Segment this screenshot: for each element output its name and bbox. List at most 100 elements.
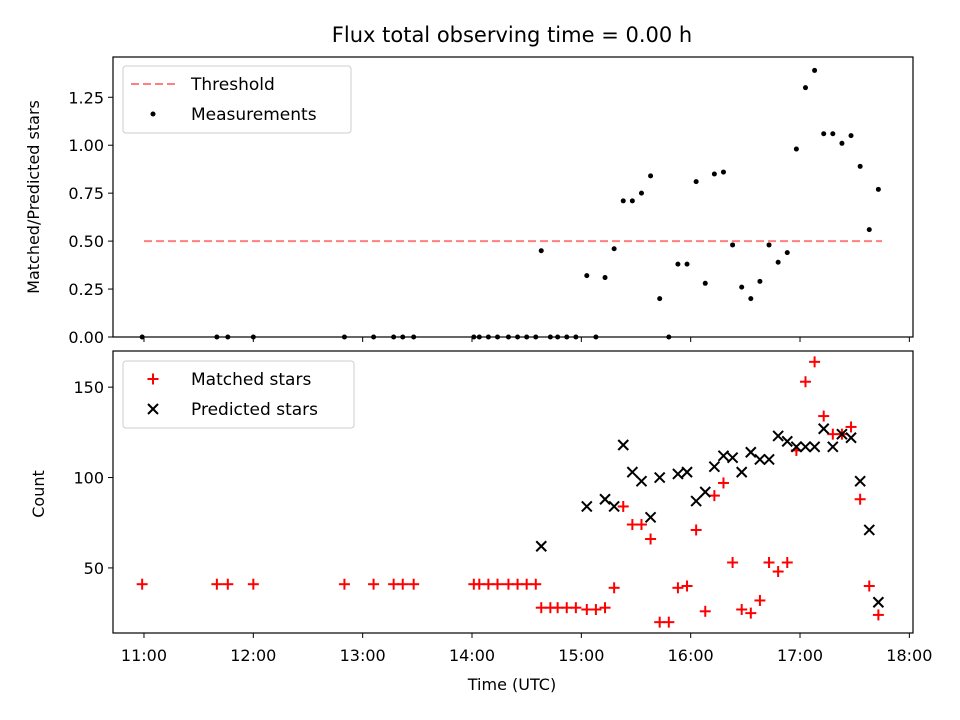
legend-matched-swatch	[147, 373, 159, 385]
predicted-star-point	[854, 475, 866, 487]
measurement-point	[793, 146, 799, 152]
cross-b	[817, 423, 830, 435]
predicted-star-point	[781, 435, 793, 448]
cross-b	[653, 471, 666, 484]
measurement-point	[638, 190, 644, 196]
legend-threshold-label: Threshold	[190, 75, 275, 95]
measurement-point	[602, 275, 608, 281]
top-y-tick-label: 1.00	[68, 136, 104, 155]
matched-star-point	[690, 524, 702, 536]
measurement-point	[620, 198, 626, 204]
measurement-point	[839, 140, 845, 146]
bottom-legend-frame	[122, 360, 355, 429]
measurement-point	[848, 133, 854, 139]
measurement-point	[711, 171, 717, 177]
x-tick-label: 13:00	[340, 646, 386, 665]
top-panel: 0.00 0.25 0.50 0.75 1.00 1.25 Matched/Predict…	[24, 56, 914, 347]
matched-star-point	[599, 602, 611, 614]
predicted-star-point	[708, 460, 721, 473]
measurement-point	[629, 198, 635, 204]
bottom-plot-area	[136, 356, 885, 628]
predicted-star-point	[635, 475, 648, 487]
measurement-point	[775, 259, 781, 265]
matched-star-point	[854, 493, 866, 505]
matched-star-point	[727, 557, 739, 568]
cross-b	[535, 540, 547, 552]
matched-star-point	[781, 557, 793, 568]
bottom-legend: Matched stars Predicted stars	[122, 360, 355, 429]
measurement-point	[538, 248, 544, 254]
matched-star-point	[635, 519, 647, 531]
cross-b	[808, 441, 821, 453]
matched-star-point	[763, 557, 775, 568]
predicted-star-point	[845, 432, 857, 444]
cross-b	[672, 468, 684, 480]
cross-b	[827, 441, 839, 453]
x-axis-label: Time (UTC)	[467, 675, 556, 694]
measurement-point	[812, 67, 818, 73]
bottom-y-axis-label: Count	[29, 470, 48, 518]
measurement-point	[730, 242, 736, 248]
measurement-point	[739, 284, 745, 290]
matched-star-point	[672, 582, 684, 594]
predicted-star-point	[827, 441, 839, 453]
cross-b	[772, 430, 784, 442]
legend-matched-label: Matched stars	[191, 370, 311, 390]
top-y-tick-label: 0.50	[68, 232, 104, 251]
predicted-star-point	[699, 486, 711, 498]
legend-measurements-swatch	[150, 111, 156, 117]
top-y-tick-label: 0.25	[68, 280, 104, 299]
predicted-star-point	[535, 540, 547, 552]
cross-b	[608, 500, 620, 513]
cross-b	[147, 403, 159, 415]
predicted-star-point	[690, 495, 702, 507]
predicted-star-point	[726, 451, 739, 464]
predicted-star-point	[735, 466, 748, 478]
x-tick-label: 16:00	[668, 646, 714, 665]
cross-b	[690, 495, 702, 507]
matched-star-point	[222, 578, 234, 590]
legend-predicted-label: Predicted stars	[191, 400, 318, 420]
x-tick-label: 17:00	[777, 646, 823, 665]
predicted-star-point	[617, 439, 629, 451]
top-y-tick-label: 0.75	[68, 184, 104, 203]
top-y-axis-label: Matched/Predicted stars	[24, 100, 43, 294]
matched-star-point	[617, 500, 629, 512]
cross-b	[845, 432, 857, 444]
cross-b	[644, 511, 657, 524]
measurement-point	[584, 273, 590, 279]
cross-b	[599, 493, 611, 505]
predicted-star-point	[763, 453, 775, 466]
matched-star-point	[845, 421, 857, 433]
measurement-point	[866, 227, 872, 233]
cross-b	[581, 500, 593, 513]
measurement-point	[875, 186, 881, 192]
x-tick-label: 15:00	[558, 646, 604, 665]
top-x-ticks	[143, 337, 910, 342]
matched-star-point	[136, 578, 148, 590]
predicted-star-point	[644, 511, 657, 524]
matched-star-point	[570, 602, 582, 614]
matched-star-point	[408, 578, 420, 590]
chart-title: Flux total observing time = 0.00 h	[332, 23, 692, 47]
measurement-point	[857, 163, 863, 169]
predicted-star-point	[799, 441, 812, 453]
top-axes-frame	[112, 56, 914, 338]
predicted-star-point	[754, 453, 766, 466]
cross-b	[681, 466, 693, 478]
cross-b	[717, 450, 730, 462]
measurement-point	[821, 131, 827, 137]
bottom-x-ticks: 11:00 12:00 13:00 14:00 15:00 16:00 17:00 18:00	[121, 633, 932, 665]
matched-star-point	[717, 477, 729, 489]
matched-star-point	[338, 578, 350, 590]
x-tick-label: 14:00	[449, 646, 495, 665]
legend-predicted-swatch	[147, 403, 159, 415]
legend-measurements-label: Measurements	[191, 105, 317, 125]
matched-star-point	[397, 578, 409, 590]
matched-star-point	[530, 578, 542, 590]
predicted-star-point	[872, 596, 885, 608]
top-y-ticks: 0.00 0.25 0.50 0.75 1.00 1.25	[68, 88, 113, 347]
predicted-star-point	[772, 430, 784, 442]
measurement-point	[611, 246, 617, 252]
